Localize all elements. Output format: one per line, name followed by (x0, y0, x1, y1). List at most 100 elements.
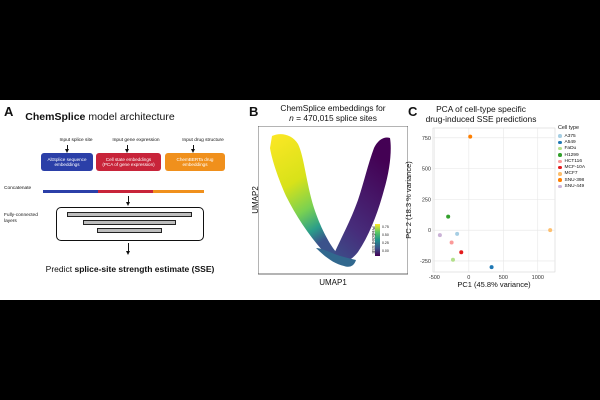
panel-a-title-bold: ChemSplice (25, 111, 86, 123)
predict-statement: Predict splice-site strength estimate (S… (0, 264, 260, 274)
legend-label: MCF7 (564, 171, 578, 177)
pca-points (437, 134, 553, 270)
legend-label: A375 (564, 133, 576, 139)
fc-layers-box (56, 207, 204, 241)
colorbar (375, 224, 380, 256)
legend-label: SNU-449 (564, 184, 585, 190)
legend-item-hct116: HCT116 (558, 158, 585, 164)
pca-ticks: -500 0 500 1000 -250 0 250 500 750 (420, 136, 544, 281)
legend-swatch (558, 184, 562, 189)
concat-segment-splice (43, 190, 98, 193)
splice-embedding-text: AltSplice sequence embeddings (47, 156, 87, 167)
pca-point-hct116 (449, 240, 454, 245)
pca-xtick-label: 500 (499, 275, 508, 281)
pca-ytick-label: -250 (420, 259, 431, 265)
splice-embedding-box: AltSplice sequence embeddings (41, 153, 93, 171)
fc-layer-1 (67, 212, 192, 217)
legend-swatch (558, 178, 562, 182)
umap-ylabel-svg: UMAP2 (251, 186, 260, 214)
cell-state-embedding-box: Cell state embeddings (PCA of gene expre… (96, 153, 161, 171)
panel-b-title-count: = 470,015 splice sites (293, 113, 377, 123)
pca-xtick-label: 1000 (532, 275, 544, 281)
legend-item-mcf7: MCF7 (558, 171, 585, 177)
legend-swatch (558, 172, 562, 176)
pca-ylabel: PC 2 (18.3 % variance) (405, 161, 413, 239)
input-label-expression: Input gene expression (112, 138, 160, 143)
panel-c-title-line2: drug-induced SSE predictions (425, 114, 537, 124)
drug-embedding-text: ChemBERTa drug embeddings (176, 156, 214, 167)
legend-label: SNU-398 (564, 177, 585, 183)
predict-prefix: Predict (45, 264, 75, 274)
legend-item-mcf-10a: MCF-10A (558, 164, 585, 170)
arrow-splice (65, 145, 69, 153)
input-label-drug: Input drug structure (182, 138, 224, 143)
umap-ylabel: UMAP2 (251, 186, 260, 214)
panel-c-title-line1: PCA of cell-type specific (436, 104, 526, 114)
panel-c-letter: C (408, 104, 418, 119)
cell-state-embedding-text: Cell state embeddings (PCA of gene expre… (102, 156, 155, 167)
drug-embedding-box: ChemBERTa drug embeddings (165, 153, 225, 171)
pca-ytick-label: 750 (422, 136, 431, 142)
umap-right-arm (334, 137, 391, 263)
concat-segment-drug (153, 190, 204, 193)
umap-xlabel: UMAP1 (319, 278, 347, 287)
pca-xtick-label: -500 (429, 275, 440, 281)
fc-layer-2 (83, 220, 176, 225)
pca-ytick-label: 0 (428, 228, 431, 234)
pca-point-a549 (489, 265, 494, 270)
pca-point-snu-398 (468, 134, 473, 139)
arrow-to-predict (126, 243, 130, 255)
panel-a-title: ChemSplice model architecture (0, 111, 200, 123)
pca-point-mcf-10a (459, 250, 464, 255)
pca-point-a375 (455, 231, 460, 236)
legend-label: HCT116 (564, 158, 583, 164)
umap-plot: 0.75 0.50 0.25 0.00 Predicted SSE UMAP1 (258, 126, 408, 287)
arrow-to-fc (126, 196, 130, 206)
pca-ytick-label: 250 (422, 197, 431, 203)
legend-title: Cell type (558, 125, 579, 131)
predict-target: splice-site strength estimate (SSE) (74, 264, 215, 274)
umap-left-arm (270, 134, 340, 259)
colorbar-tick-000: 0.00 (382, 249, 389, 253)
legend-label: FaDu (564, 146, 577, 152)
colorbar-tick-025: 0.25 (382, 241, 389, 245)
fc-label-line2: layers (4, 219, 17, 224)
legend-swatch (558, 146, 562, 151)
legend-label: MCF-10A (564, 165, 586, 171)
pca-point-fadu (450, 257, 455, 262)
pca-xtick-label: 0 (467, 275, 470, 281)
arrow-drug (191, 145, 195, 153)
legend-item-snu-398: SNU-398 (558, 177, 585, 183)
panel-b-letter: B (249, 104, 259, 119)
pca-point-h1299 (446, 214, 451, 219)
pca-point-snu-449 (437, 233, 442, 238)
panel-b-title-line2: n = 470,015 splice sites (268, 113, 398, 123)
panel-b-title-line1: ChemSplice embeddings for (280, 103, 386, 113)
panel-a-letter: A (4, 104, 14, 119)
legend-item-snu-449: SNU-449 (558, 183, 585, 189)
legend-swatch (558, 159, 562, 164)
pca-ytick-label: 500 (422, 167, 431, 173)
colorbar-tick-075: 0.75 (382, 225, 389, 229)
pca-grid (432, 127, 556, 273)
concatenate-bar (43, 190, 204, 193)
pca-plot-area (432, 127, 556, 273)
fc-layer-3 (97, 228, 162, 233)
fc-label-line1: Fully-connected (4, 213, 38, 218)
legend-swatch (558, 165, 562, 170)
figure: A ChemSplice model architecture Input sp… (0, 100, 600, 300)
legend-item-fadu: FaDu (558, 146, 585, 152)
legend-item-a375: A375 (558, 133, 585, 139)
umap-basin (316, 248, 356, 267)
pca-chart: -500 0 500 1000 -250 0 250 500 750 PC1 (45.8% va… (405, 127, 556, 289)
legend-swatch (558, 153, 562, 157)
panel-b-title: ChemSplice embeddings for n = 470,015 sp… (268, 103, 398, 123)
concat-segment-expression (98, 190, 153, 193)
legend-swatch (558, 140, 562, 145)
panel-a-title-rest: model architecture (85, 111, 175, 123)
legend-item-h1299: H1299 (558, 152, 585, 158)
legend-item-a549: A549 (558, 139, 585, 145)
legend-label: A549 (564, 139, 576, 145)
pca-xlabel: PC1 (45.8% variance) (457, 280, 531, 289)
legend-swatch (558, 134, 562, 138)
